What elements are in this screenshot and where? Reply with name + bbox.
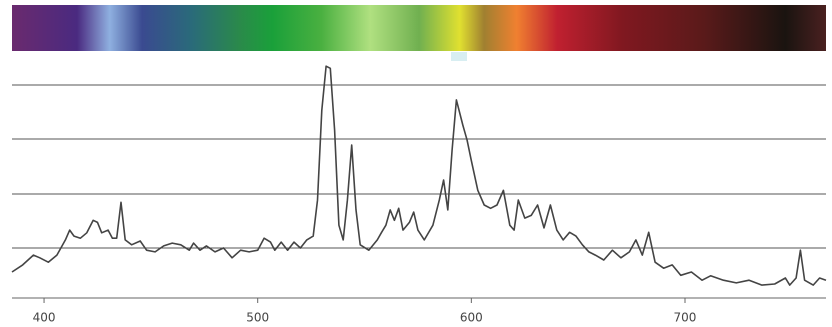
x-tick-label: 700 — [674, 311, 697, 325]
x-tick-label: 600 — [460, 311, 483, 325]
spectrum-band — [12, 5, 826, 51]
x-tick-label: 400 — [33, 311, 56, 325]
x-tick-label: 500 — [246, 311, 269, 325]
page: {"chart_data": {"type": "line", "x": [38… — [0, 0, 832, 327]
marker — [451, 52, 467, 61]
chart: 400 500 600 700 — [0, 0, 832, 327]
spectrum-line — [12, 66, 826, 285]
